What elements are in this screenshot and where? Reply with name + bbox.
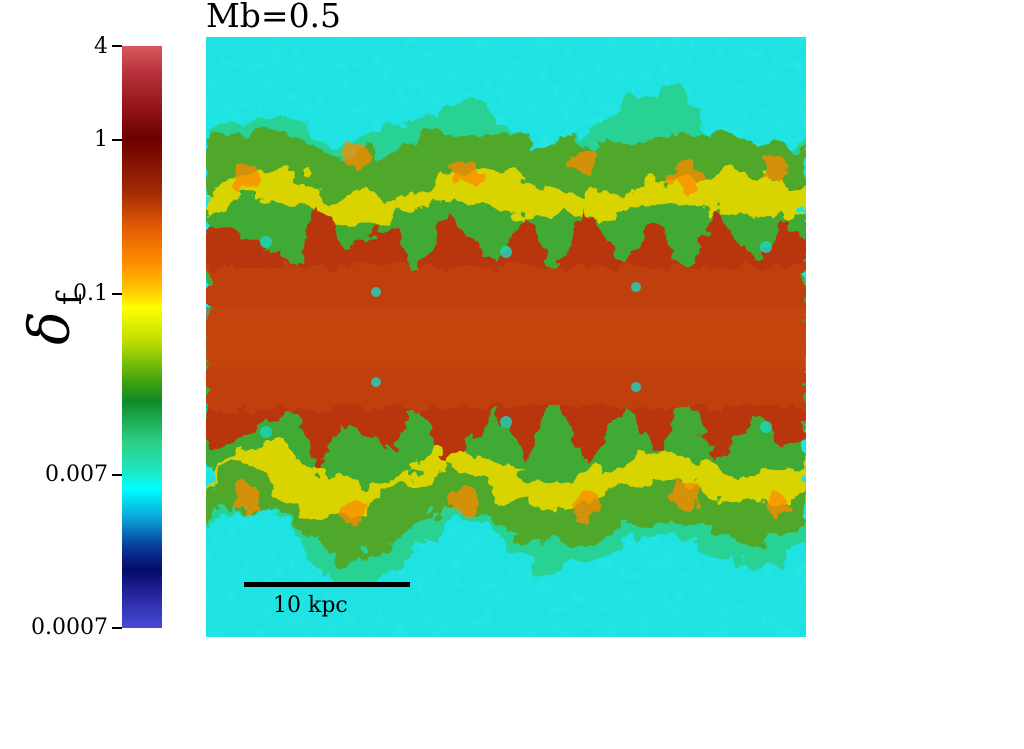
simulation-field-image	[206, 37, 806, 637]
colorbar-tick-label: 0.0007	[31, 615, 108, 640]
colorbar-tick-label: 1	[94, 127, 108, 152]
colorbar	[122, 46, 162, 628]
colorbar-tick-mark	[112, 293, 122, 295]
svg-text:f: f	[50, 290, 88, 305]
colorbar-tick-label: 0.007	[45, 462, 108, 487]
figure-title: Mb=0.5	[206, 0, 342, 35]
svg-text:δ: δ	[18, 311, 83, 345]
colorbar-tick-label: 4	[94, 34, 108, 59]
colorbar-tick-label: 0.1	[73, 281, 108, 306]
colorbar-tick-mark	[112, 45, 122, 47]
scale-bar	[244, 582, 410, 587]
colorbar-tick-mark	[112, 627, 122, 629]
colorbar-tick-mark	[112, 474, 122, 476]
colorbar-title-delta-f: δ f	[18, 290, 88, 345]
scale-bar-label: 10 kpc	[273, 593, 348, 618]
colorbar-tick-mark	[112, 139, 122, 141]
